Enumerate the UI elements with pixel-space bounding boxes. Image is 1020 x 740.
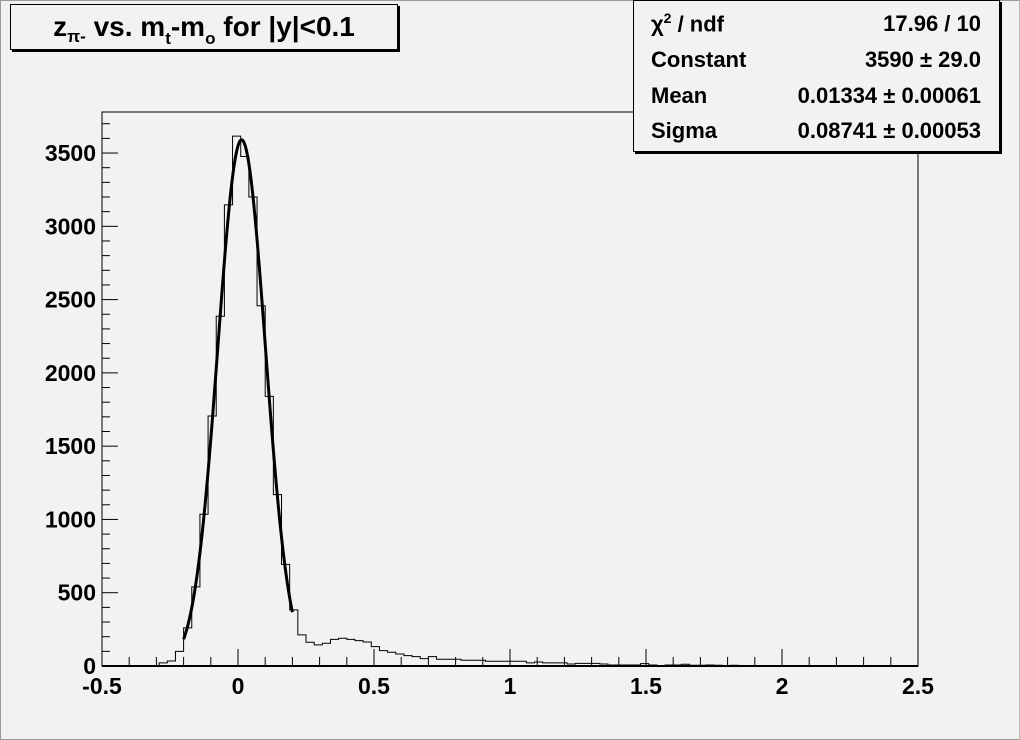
title-part: vs. m [85,11,166,42]
x-tick-label: 0.5 [358,673,390,699]
histogram-bin [412,657,420,666]
histogram-bin [306,642,314,666]
stats-value: 0.08741 ± 0.00053 [797,118,981,143]
stats-label: Mean [651,83,708,108]
histogram-bin [396,654,404,666]
y-tick-label: 2000 [45,360,96,386]
histogram-bin [290,610,298,666]
y-tick-label: 0 [83,653,96,679]
gaussian-fit-curve [182,138,294,640]
stats-label: χ2 / ndf [651,10,725,37]
histogram-bin [428,657,436,666]
stats-row-mean: Mean 0.01334 ± 0.00061 [651,81,981,111]
x-tick-label: 1 [504,673,517,699]
stats-value: 3590 ± 29.0 [864,47,981,72]
fit-stats-box: χ2 / ndf 17.96 / 10 Constant 3590 ± 29.0… [633,0,1000,152]
histogram-bin [379,651,387,666]
histogram-bin [453,659,461,666]
x-tick-label: -0.5 [82,673,122,699]
y-tick-label: 1500 [45,433,96,459]
histogram-bin [224,205,232,666]
histogram-bin [330,639,338,666]
stats-row-chi2: χ2 / ndf 17.96 / 10 [651,9,981,39]
histogram-bin [249,197,257,666]
histogram-bin [420,659,428,666]
histogram-bin [347,639,355,666]
title-part: -m [170,11,206,42]
y-tick-label: 2500 [45,287,96,313]
x-tick-label: 2.5 [902,673,934,699]
histogram-bin [355,641,363,666]
stats-row-sigma: Sigma 0.08741 ± 0.00053 [651,116,981,146]
histogram-bin [298,635,306,666]
title-subscript: o [205,29,216,48]
histogram-bin [322,643,330,666]
title-part: for |y|<0.1 [215,11,355,42]
y-tick-label: 3000 [45,213,96,239]
histogram-bin [445,659,453,666]
histogram-bin [257,306,265,666]
x-tick-label: 1.5 [630,673,662,699]
stats-value: 0.01334 ± 0.00061 [797,83,981,108]
y-tick-label: 500 [58,580,96,606]
histogram-bin [371,647,379,666]
y-tick-label: 1000 [45,506,96,532]
histogram-bin [363,642,371,666]
histogram-bin [339,638,347,666]
histogram-bin [404,656,412,666]
x-tick-label: 2 [776,673,789,699]
stats-row-constant: Constant 3590 ± 29.0 [651,45,981,75]
title-subscript: π- [67,27,86,46]
title-subscript: t [165,29,171,48]
histogram-bin [241,157,249,666]
x-tick-label: 0 [232,673,245,699]
plot-frame [101,111,919,667]
histogram-bin [175,651,183,666]
histogram-bin [314,645,322,666]
histogram-bin [437,659,445,666]
histogram-bin [233,136,241,666]
y-tick-label: 3500 [45,140,96,166]
title-part: z [53,11,68,42]
stats-label: Constant [651,47,747,72]
stats-label: Sigma [651,118,718,143]
chart-title: zπ- vs. mt-mo for |y|<0.1 [10,4,398,50]
stats-value: 17.96 / 10 [883,11,981,36]
histogram-bin [388,652,396,666]
